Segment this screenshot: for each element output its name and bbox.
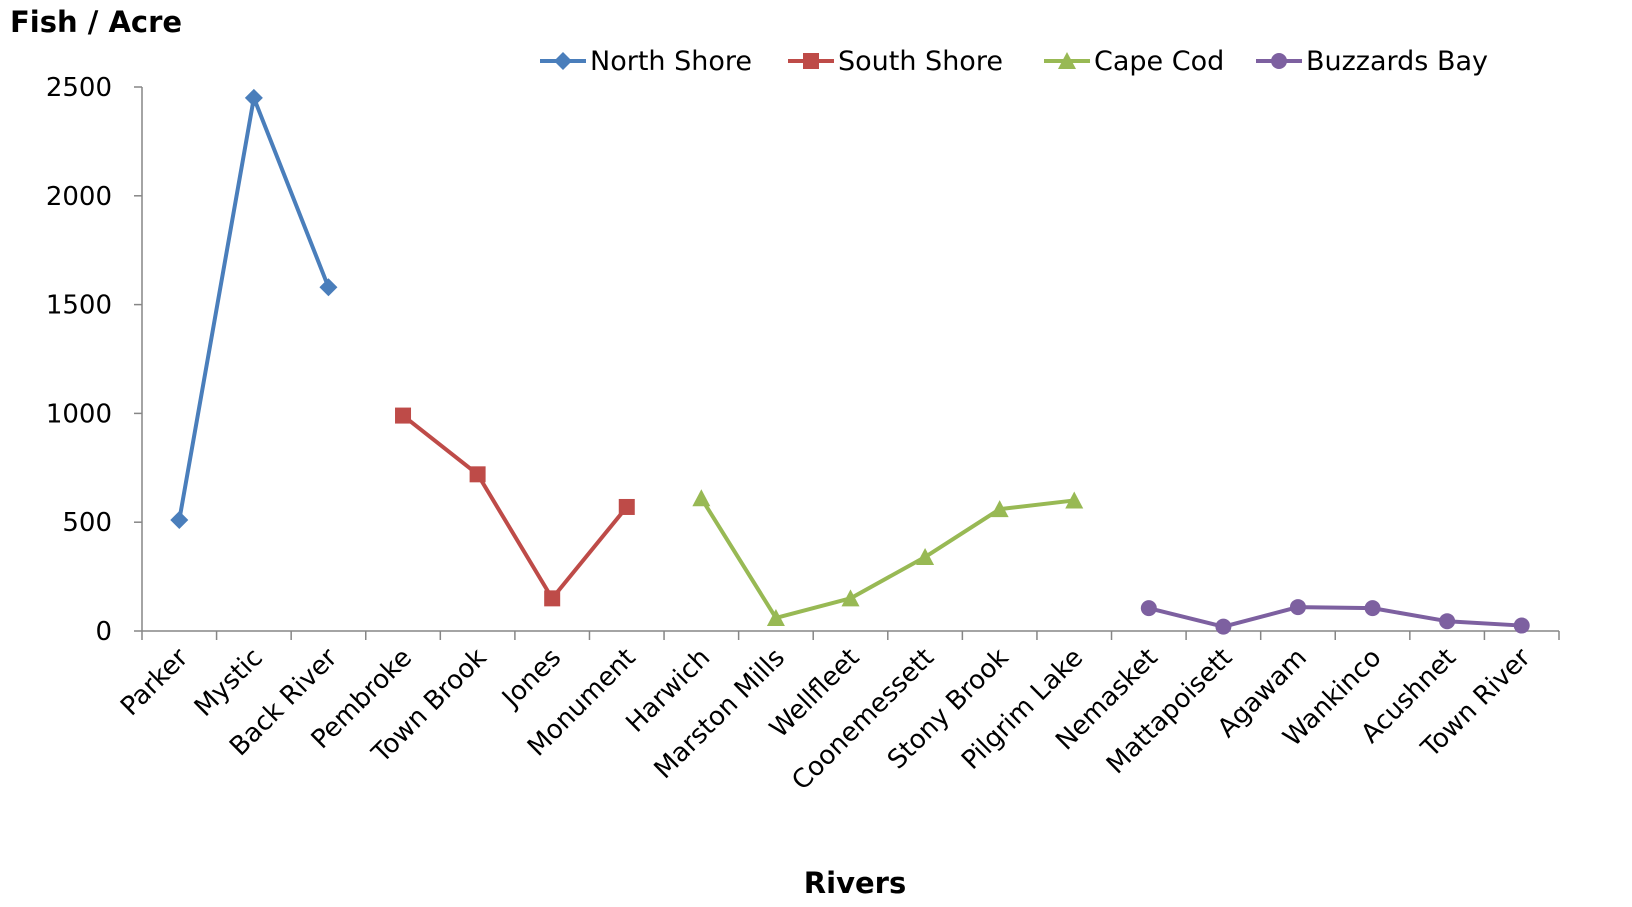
- y-tick-label: 1500: [46, 291, 112, 321]
- x-tick-label: Parker: [115, 643, 194, 722]
- series-line-cape-cod: [699, 496, 1077, 620]
- legend-item-buzzards-bay: Buzzards Bay: [1256, 46, 1488, 77]
- y-tick-label: 2000: [46, 182, 112, 212]
- y-tick-label: 0: [95, 617, 112, 647]
- data-point-north-shore: [170, 511, 189, 530]
- series-south-shore: [395, 407, 635, 607]
- x-tick-label: Marston Mills: [649, 643, 791, 785]
- data-point-south-shore: [469, 466, 486, 483]
- data-point-cape-cod: [916, 548, 935, 566]
- data-point-cape-cod: [990, 500, 1009, 518]
- data-point-cape-cod: [766, 608, 785, 626]
- data-point-buzzards-bay: [1289, 599, 1306, 616]
- data-point-buzzards-bay: [1364, 600, 1381, 617]
- y-tick-label: 500: [62, 508, 112, 538]
- legend-label-cape-cod: Cape Cod: [1094, 46, 1224, 77]
- series-line-buzzards-bay: [1146, 605, 1524, 629]
- data-point-buzzards-bay: [1513, 617, 1530, 634]
- legend: North Shore South Shore Cape Cod Buzzards B…: [540, 46, 1488, 77]
- series-cape-cod: [692, 489, 1084, 626]
- legend-item-cape-cod: Cape Cod: [1044, 46, 1224, 77]
- series-line-south-shore: [401, 413, 629, 601]
- legend-item-south-shore: South Shore: [788, 46, 1003, 77]
- legend-label-north-shore: North Shore: [590, 46, 752, 77]
- data-point-buzzards-bay: [1439, 613, 1456, 630]
- legend-marker-south-shore: [803, 53, 819, 69]
- data-point-south-shore: [544, 590, 561, 607]
- data-point-cape-cod: [692, 489, 711, 507]
- data-point-buzzards-bay: [1140, 600, 1157, 617]
- series-layer: [170, 88, 1530, 635]
- data-point-north-shore: [244, 88, 263, 107]
- legend-label-south-shore: South Shore: [838, 46, 1003, 77]
- legend-marker-cape-cod: [1058, 52, 1076, 69]
- data-point-cape-cod: [841, 589, 860, 607]
- data-point-north-shore: [319, 278, 338, 297]
- data-point-cape-cod: [1065, 491, 1084, 509]
- data-point-south-shore: [618, 498, 635, 515]
- legend-item-north-shore: North Shore: [540, 46, 752, 77]
- legend-marker-north-shore: [554, 52, 572, 70]
- y-axis-title: Fish / Acre: [10, 5, 182, 39]
- series-line-north-shore: [177, 95, 331, 523]
- series-buzzards-bay: [1140, 599, 1530, 635]
- y-tick-label: 1000: [46, 399, 112, 429]
- data-point-buzzards-bay: [1215, 618, 1232, 635]
- x-axis-title: Rivers: [804, 866, 906, 900]
- y-tick-label: 2500: [46, 73, 112, 103]
- legend-label-buzzards-bay: Buzzards Bay: [1306, 46, 1488, 77]
- series-north-shore: [170, 88, 338, 530]
- legend-marker-buzzards-bay: [1271, 53, 1287, 69]
- x-tick-label: Jones: [495, 643, 567, 715]
- data-point-south-shore: [395, 407, 412, 424]
